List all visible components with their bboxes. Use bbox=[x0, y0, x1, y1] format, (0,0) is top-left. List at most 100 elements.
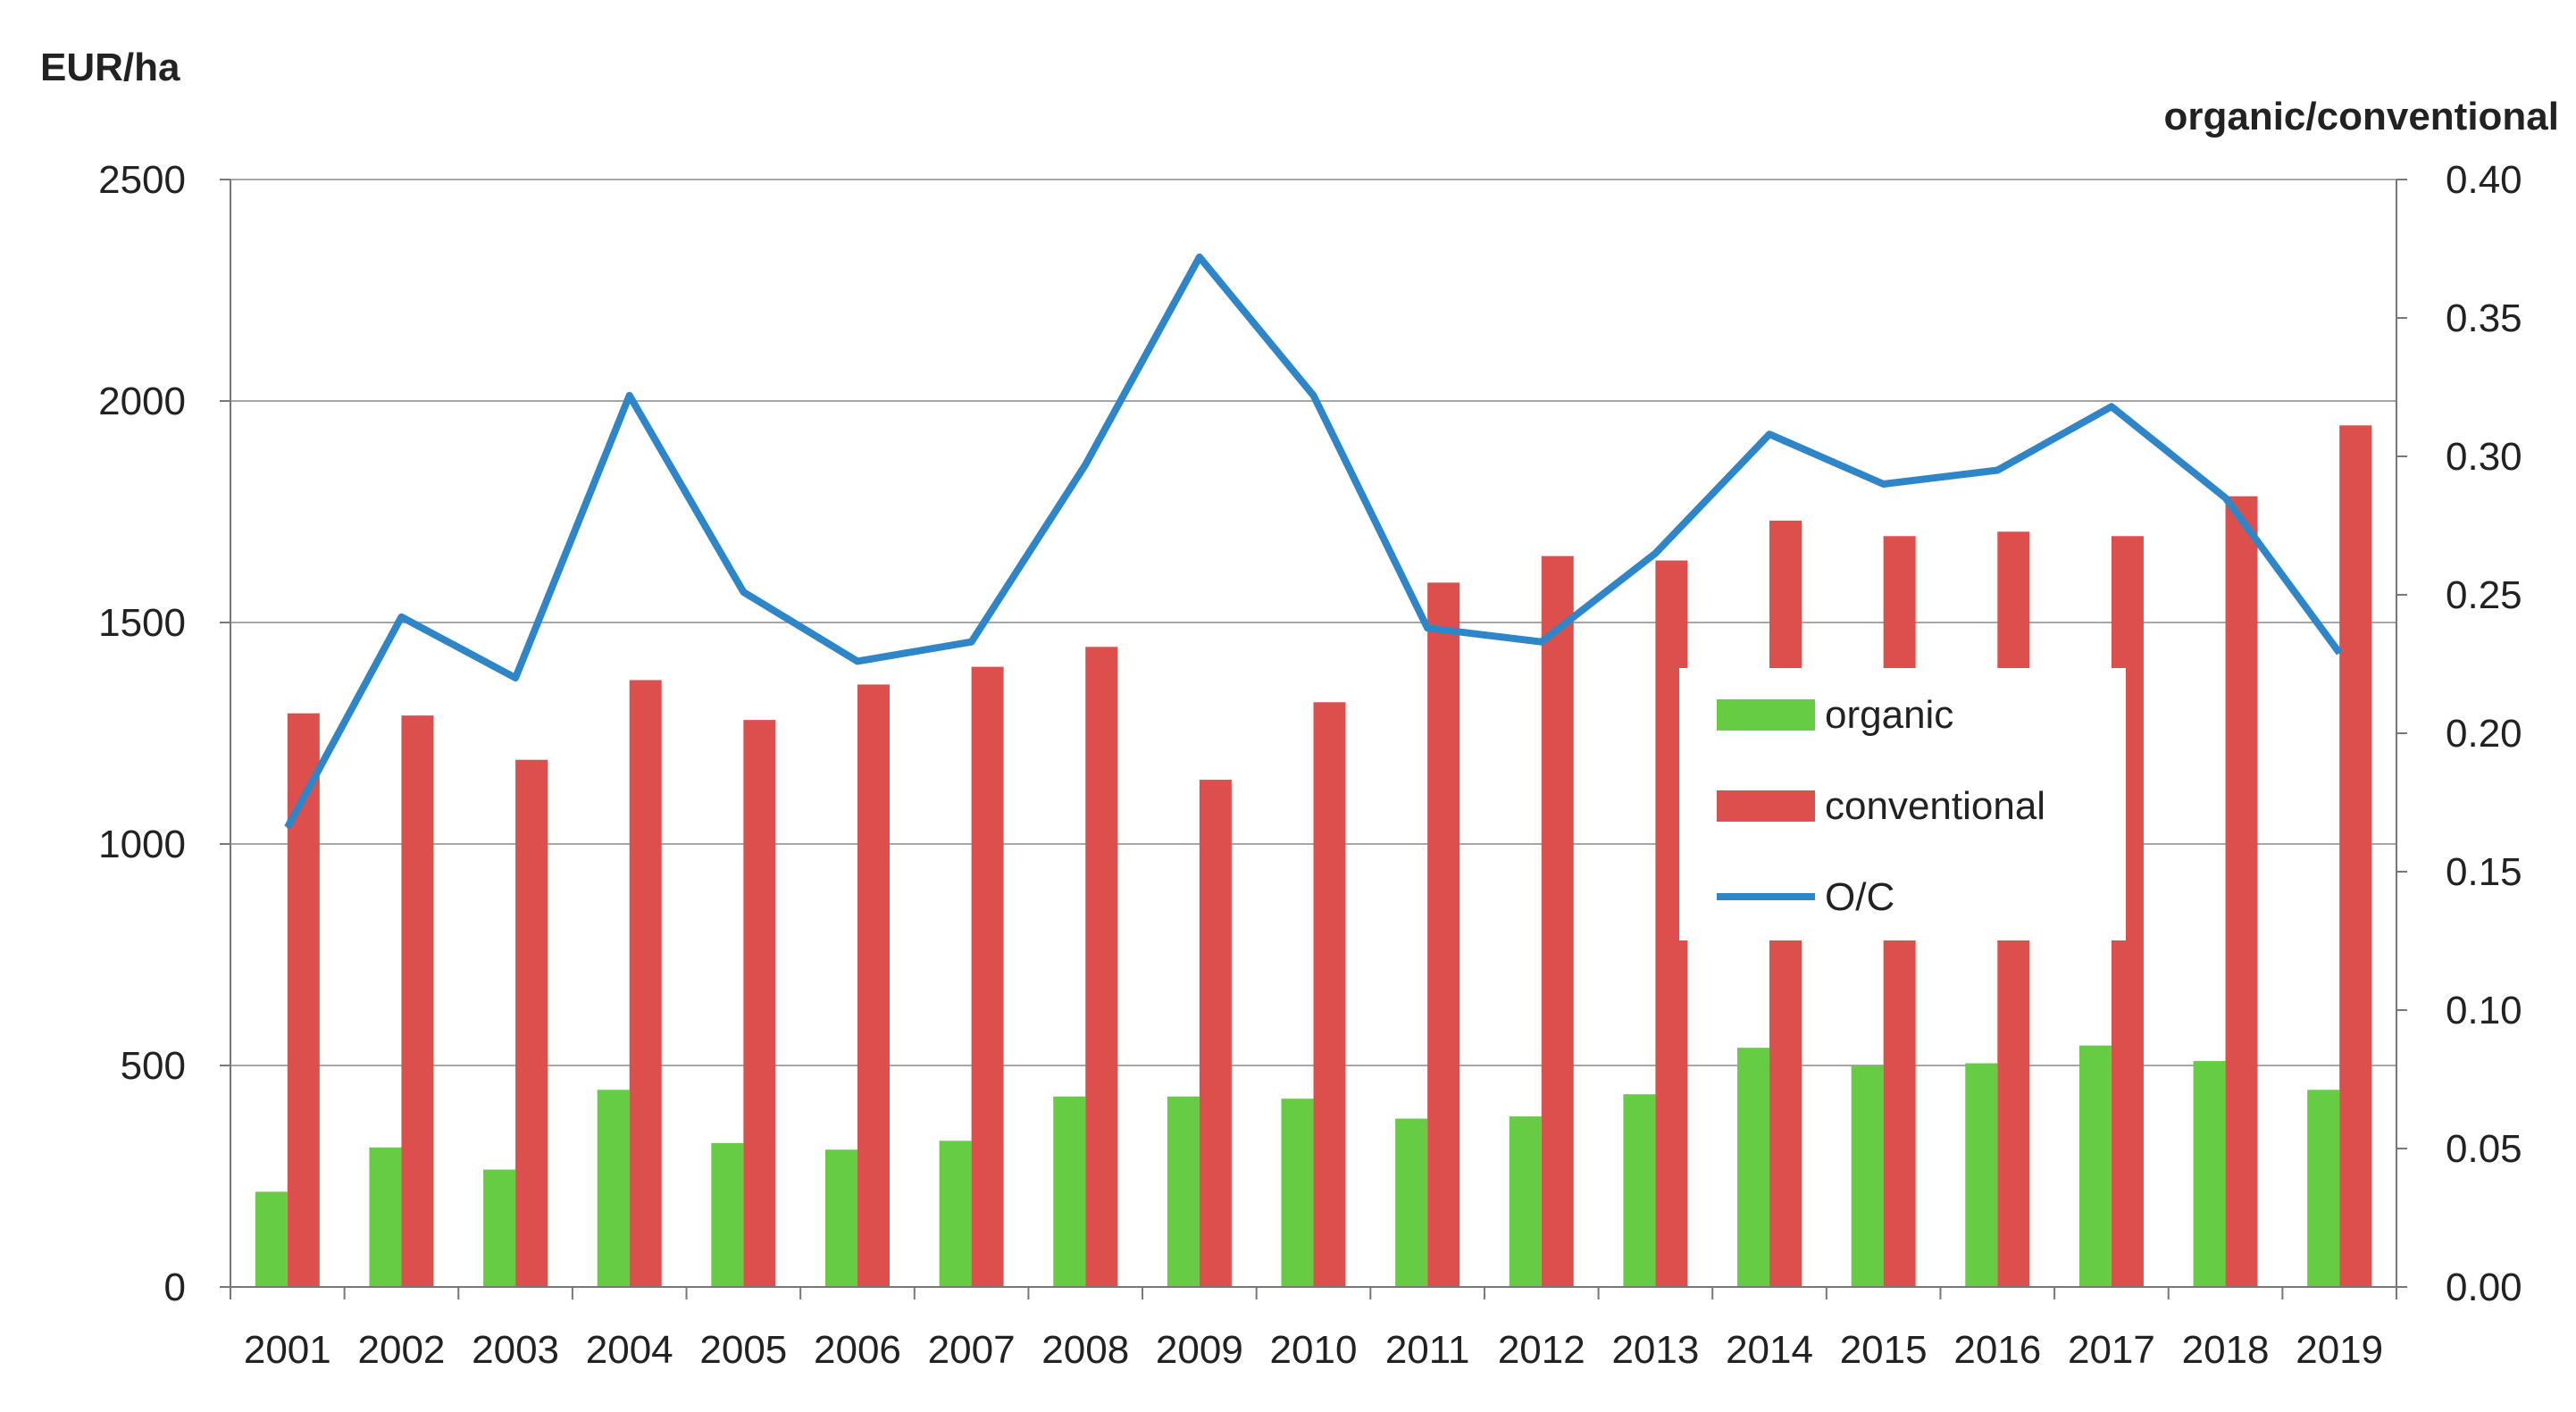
legend-label-conventional: conventional bbox=[1825, 784, 2045, 828]
left-tick-label: 2000 bbox=[98, 380, 186, 423]
left-tick-label: 0 bbox=[164, 1266, 186, 1309]
x-tick-label: 2016 bbox=[1953, 1328, 2041, 1372]
point-oc bbox=[1769, 433, 1771, 436]
left-axis-label: EUR/ha bbox=[40, 46, 180, 89]
bar-organic bbox=[1851, 1065, 1884, 1287]
x-tick-label: 2002 bbox=[358, 1328, 446, 1372]
right-tick-label: 0.20 bbox=[2446, 712, 2522, 756]
left-tick-label: 2500 bbox=[98, 158, 186, 202]
bar-conventional bbox=[1427, 582, 1460, 1287]
x-tick-label: 2013 bbox=[1611, 1328, 1699, 1372]
bar-conventional bbox=[1085, 647, 1118, 1287]
legend-label-organic: organic bbox=[1825, 693, 1953, 737]
bar-conventional bbox=[1541, 556, 1574, 1287]
bar-organic bbox=[369, 1147, 402, 1287]
x-tick-label: 2008 bbox=[1041, 1328, 1129, 1372]
point-oc bbox=[1654, 552, 1657, 555]
bar-organic bbox=[1281, 1099, 1314, 1287]
right-tick-label: 0.00 bbox=[2446, 1266, 2522, 1309]
bar-organic bbox=[711, 1142, 744, 1287]
bar-conventional bbox=[515, 759, 548, 1287]
bar-organic bbox=[2193, 1061, 2226, 1287]
x-tick-label: 2001 bbox=[244, 1328, 331, 1372]
bar-organic bbox=[255, 1191, 288, 1287]
x-tick-label: 2010 bbox=[1270, 1328, 1358, 1372]
point-oc bbox=[1426, 627, 1429, 630]
bar-conventional bbox=[857, 684, 890, 1287]
left-tick-label: 1500 bbox=[98, 601, 186, 645]
bar-conventional bbox=[1313, 702, 1346, 1287]
x-axis-ticks: 2001 2002 2003 2004 2005 2006 2007 2008 2009 2010… bbox=[230, 1287, 2397, 1372]
point-oc bbox=[856, 660, 858, 663]
right-tick-label: 0.40 bbox=[2446, 158, 2522, 202]
x-tick-label: 2012 bbox=[1498, 1328, 1585, 1372]
x-tick-label: 2014 bbox=[1726, 1328, 1813, 1372]
x-tick-label: 2009 bbox=[1156, 1328, 1243, 1372]
point-oc bbox=[2224, 497, 2227, 499]
point-oc bbox=[742, 590, 745, 593]
x-tick-label: 2005 bbox=[699, 1328, 787, 1372]
x-tick-label: 2015 bbox=[1840, 1328, 1928, 1372]
x-tick-label: 2011 bbox=[1385, 1328, 1470, 1372]
bar-organic bbox=[1737, 1048, 1770, 1287]
right-tick-label: 0.15 bbox=[2446, 850, 2522, 894]
point-oc bbox=[1312, 394, 1315, 397]
right-tick-label: 0.10 bbox=[2446, 989, 2522, 1032]
point-oc bbox=[1540, 640, 1543, 643]
point-oc bbox=[1882, 483, 1885, 485]
point-oc bbox=[1084, 464, 1087, 466]
bar-conventional bbox=[971, 666, 1004, 1287]
left-tick-label: 1000 bbox=[98, 823, 186, 866]
x-tick-label: 2007 bbox=[928, 1328, 1016, 1372]
left-axis-ticks: 0 500 1000 1500 2000 2500 bbox=[98, 158, 186, 1309]
right-axis-label: organic/conventional bbox=[2163, 95, 2559, 138]
bar-organic bbox=[939, 1140, 972, 1287]
x-tick-label: 2017 bbox=[2068, 1328, 2155, 1372]
point-oc bbox=[1996, 469, 1999, 472]
legend-swatch-organic bbox=[1717, 699, 1815, 731]
bar-organic bbox=[2307, 1090, 2340, 1287]
point-oc bbox=[400, 615, 403, 618]
x-tick-label: 2003 bbox=[472, 1328, 559, 1372]
bar-organic bbox=[2078, 1045, 2112, 1287]
right-tick-label: 0.05 bbox=[2446, 1127, 2522, 1171]
right-tick-label: 0.30 bbox=[2446, 435, 2522, 479]
point-oc bbox=[1198, 255, 1200, 258]
legend-label-oc: O/C bbox=[1825, 875, 1894, 919]
bar-conventional bbox=[2225, 496, 2258, 1287]
bar-organic bbox=[597, 1090, 630, 1287]
bar-conventional bbox=[287, 713, 320, 1287]
x-tick-label: 2006 bbox=[814, 1328, 901, 1372]
bar-organic bbox=[1395, 1118, 1428, 1287]
oc-line bbox=[284, 253, 2343, 830]
bar-organic bbox=[824, 1149, 857, 1287]
right-tick-label: 0.25 bbox=[2446, 573, 2522, 617]
bar-organic bbox=[1167, 1096, 1200, 1287]
x-tick-label: 2019 bbox=[2296, 1328, 2383, 1372]
bar-conventional bbox=[1199, 780, 1232, 1287]
right-tick-label: 0.35 bbox=[2446, 297, 2522, 340]
bar-organic bbox=[1623, 1094, 1656, 1287]
left-tick-label: 500 bbox=[121, 1044, 186, 1088]
bar-conventional bbox=[743, 720, 776, 1287]
legend-swatch-conventional bbox=[1717, 790, 1815, 822]
legend: organic conventional O/C bbox=[1679, 668, 2126, 940]
point-oc bbox=[2110, 405, 2112, 408]
x-tick-label: 2004 bbox=[586, 1328, 673, 1372]
point-oc bbox=[628, 394, 631, 397]
x-tick-label: 2018 bbox=[2182, 1328, 2270, 1372]
point-oc bbox=[970, 640, 973, 643]
bar-conventional bbox=[401, 715, 434, 1287]
bar-conventional bbox=[629, 680, 662, 1287]
bar-conventional bbox=[2339, 425, 2372, 1287]
bars bbox=[255, 425, 2372, 1287]
point-oc bbox=[286, 826, 289, 829]
bar-organic bbox=[483, 1169, 516, 1287]
point-oc bbox=[2338, 652, 2341, 655]
point-oc bbox=[514, 677, 517, 679]
bar-organic bbox=[1965, 1063, 1998, 1287]
right-axis-ticks: 0.00 0.05 0.10 0.15 0.20 0.25 0.30 0.35 0.40 bbox=[2396, 158, 2522, 1309]
bar-organic bbox=[1053, 1096, 1086, 1287]
bar-organic bbox=[1509, 1116, 1542, 1287]
